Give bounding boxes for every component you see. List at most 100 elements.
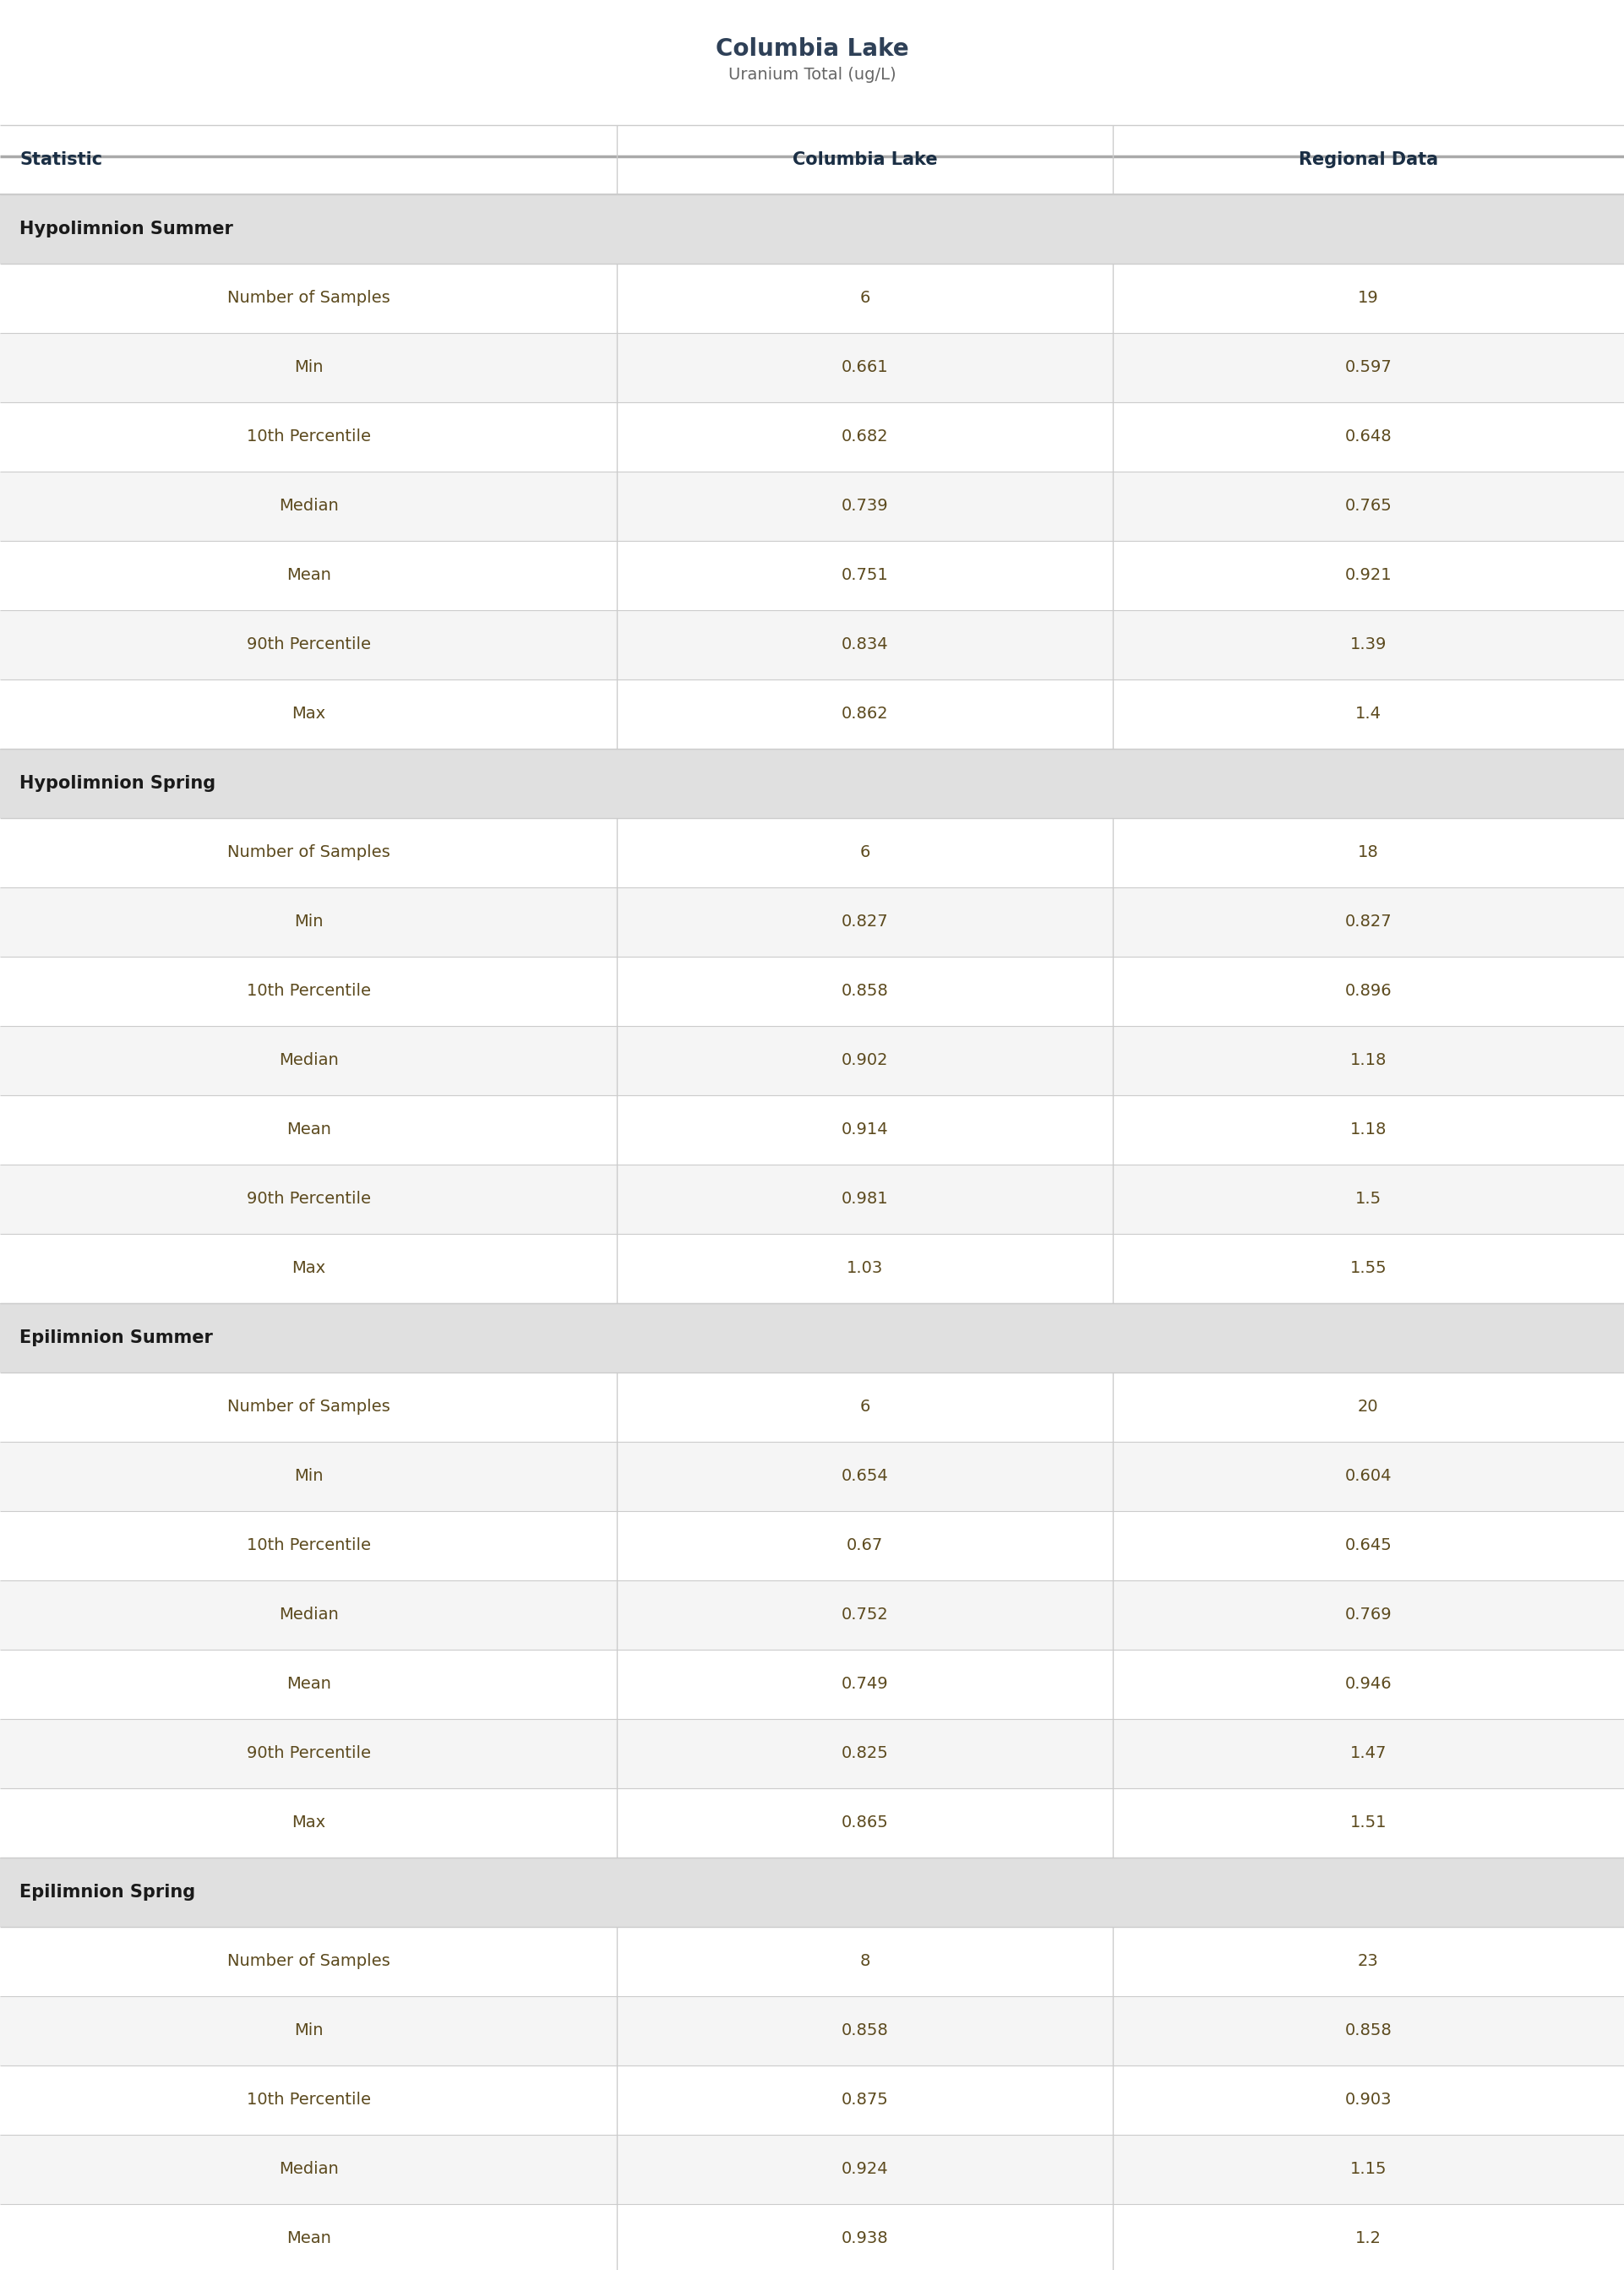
Text: 1.4: 1.4	[1354, 706, 1382, 722]
Text: 0.902: 0.902	[841, 1053, 888, 1069]
Text: Median: Median	[279, 2161, 338, 2177]
Bar	[0, 956, 1624, 1026]
Text: 8: 8	[859, 1954, 870, 1970]
Text: 1.47: 1.47	[1350, 1746, 1387, 1762]
Bar	[0, 2134, 1624, 2204]
Text: 1.18: 1.18	[1350, 1053, 1387, 1069]
Bar	[0, 611, 1624, 679]
Bar	[0, 472, 1624, 540]
Bar	[0, 1927, 1624, 1995]
Text: 0.604: 0.604	[1345, 1469, 1392, 1485]
Text: Mean: Mean	[286, 568, 331, 583]
Text: Number of Samples: Number of Samples	[227, 1398, 390, 1414]
Bar	[0, 1650, 1624, 1718]
Text: 20: 20	[1358, 1398, 1379, 1414]
Text: 0.645: 0.645	[1345, 1537, 1392, 1553]
Text: 0.769: 0.769	[1345, 1607, 1392, 1623]
Text: 0.834: 0.834	[841, 638, 888, 654]
Bar	[0, 1718, 1624, 1789]
Text: Median: Median	[279, 1053, 338, 1069]
Text: Mean: Mean	[286, 2231, 331, 2247]
Text: Hypolimnion Summer: Hypolimnion Summer	[19, 220, 234, 238]
Text: 0.749: 0.749	[841, 1675, 888, 1693]
Bar	[0, 1026, 1624, 1096]
Text: 0.862: 0.862	[841, 706, 888, 722]
Text: Uranium Total (ug/L): Uranium Total (ug/L)	[728, 66, 896, 82]
Text: 0.597: 0.597	[1345, 359, 1392, 375]
Bar	[0, 1512, 1624, 1580]
Text: Max: Max	[292, 1816, 325, 1832]
Bar	[0, 1373, 1624, 1441]
Text: 1.2: 1.2	[1354, 2231, 1382, 2247]
Text: 0.924: 0.924	[841, 2161, 888, 2177]
Text: 1.15: 1.15	[1350, 2161, 1387, 2177]
Bar	[0, 2066, 1624, 2134]
Text: Max: Max	[292, 1260, 325, 1276]
Text: 0.865: 0.865	[841, 1816, 888, 1832]
Text: Median: Median	[279, 497, 338, 515]
Text: 0.825: 0.825	[841, 1746, 888, 1762]
Text: 0.654: 0.654	[841, 1469, 888, 1485]
Bar	[0, 1789, 1624, 1857]
Bar	[0, 888, 1624, 956]
Text: 0.648: 0.648	[1345, 429, 1392, 445]
Text: Regional Data: Regional Data	[1299, 152, 1437, 168]
Text: 0.903: 0.903	[1345, 2093, 1392, 2109]
Bar	[0, 1165, 1624, 1235]
Text: 0.858: 0.858	[841, 2023, 888, 2038]
Text: Number of Samples: Number of Samples	[227, 1954, 390, 1970]
Bar	[0, 1857, 1624, 1927]
Text: Median: Median	[279, 1607, 338, 1623]
Text: 18: 18	[1358, 844, 1379, 860]
Text: 90th Percentile: 90th Percentile	[247, 1746, 370, 1762]
Text: Min: Min	[294, 2023, 323, 2038]
Text: 0.921: 0.921	[1345, 568, 1392, 583]
Text: Mean: Mean	[286, 1675, 331, 1693]
Text: Number of Samples: Number of Samples	[227, 844, 390, 860]
Text: Hypolimnion Spring: Hypolimnion Spring	[19, 774, 216, 792]
Text: 1.18: 1.18	[1350, 1121, 1387, 1137]
Text: 0.896: 0.896	[1345, 983, 1392, 999]
Bar	[0, 334, 1624, 402]
Text: 0.858: 0.858	[841, 983, 888, 999]
Text: 0.938: 0.938	[841, 2231, 888, 2247]
Text: 6: 6	[859, 1398, 870, 1414]
Text: 0.946: 0.946	[1345, 1675, 1392, 1693]
Text: 1.51: 1.51	[1350, 1816, 1387, 1832]
Text: 1.03: 1.03	[846, 1260, 883, 1276]
Text: Number of Samples: Number of Samples	[227, 291, 390, 306]
Bar	[0, 1096, 1624, 1165]
Text: 0.827: 0.827	[1345, 915, 1392, 931]
Bar	[0, 540, 1624, 611]
Text: Epilimnion Summer: Epilimnion Summer	[19, 1330, 213, 1346]
Text: 0.751: 0.751	[841, 568, 888, 583]
Text: 0.765: 0.765	[1345, 497, 1392, 515]
Bar	[0, 1441, 1624, 1512]
Bar	[0, 1580, 1624, 1650]
Text: 0.661: 0.661	[841, 359, 888, 375]
Text: 0.739: 0.739	[841, 497, 888, 515]
Text: 0.914: 0.914	[841, 1121, 888, 1137]
Text: 10th Percentile: 10th Percentile	[247, 2093, 370, 2109]
Text: Min: Min	[294, 1469, 323, 1485]
Text: 1.5: 1.5	[1354, 1192, 1382, 1208]
Text: 6: 6	[859, 291, 870, 306]
Text: 0.858: 0.858	[1345, 2023, 1392, 2038]
Text: Mean: Mean	[286, 1121, 331, 1137]
Bar	[0, 1235, 1624, 1303]
Text: Columbia Lake: Columbia Lake	[793, 152, 937, 168]
Text: Statistic: Statistic	[19, 152, 102, 168]
Text: 10th Percentile: 10th Percentile	[247, 1537, 370, 1553]
Text: 19: 19	[1358, 291, 1379, 306]
Text: Min: Min	[294, 915, 323, 931]
Bar	[0, 749, 1624, 817]
Text: Max: Max	[292, 706, 325, 722]
Text: 0.67: 0.67	[846, 1537, 883, 1553]
Text: 0.682: 0.682	[841, 429, 888, 445]
Bar	[0, 817, 1624, 888]
Text: 10th Percentile: 10th Percentile	[247, 429, 370, 445]
Bar	[0, 2204, 1624, 2270]
Bar	[0, 125, 1624, 195]
Text: 1.39: 1.39	[1350, 638, 1387, 654]
Text: 0.981: 0.981	[841, 1192, 888, 1208]
